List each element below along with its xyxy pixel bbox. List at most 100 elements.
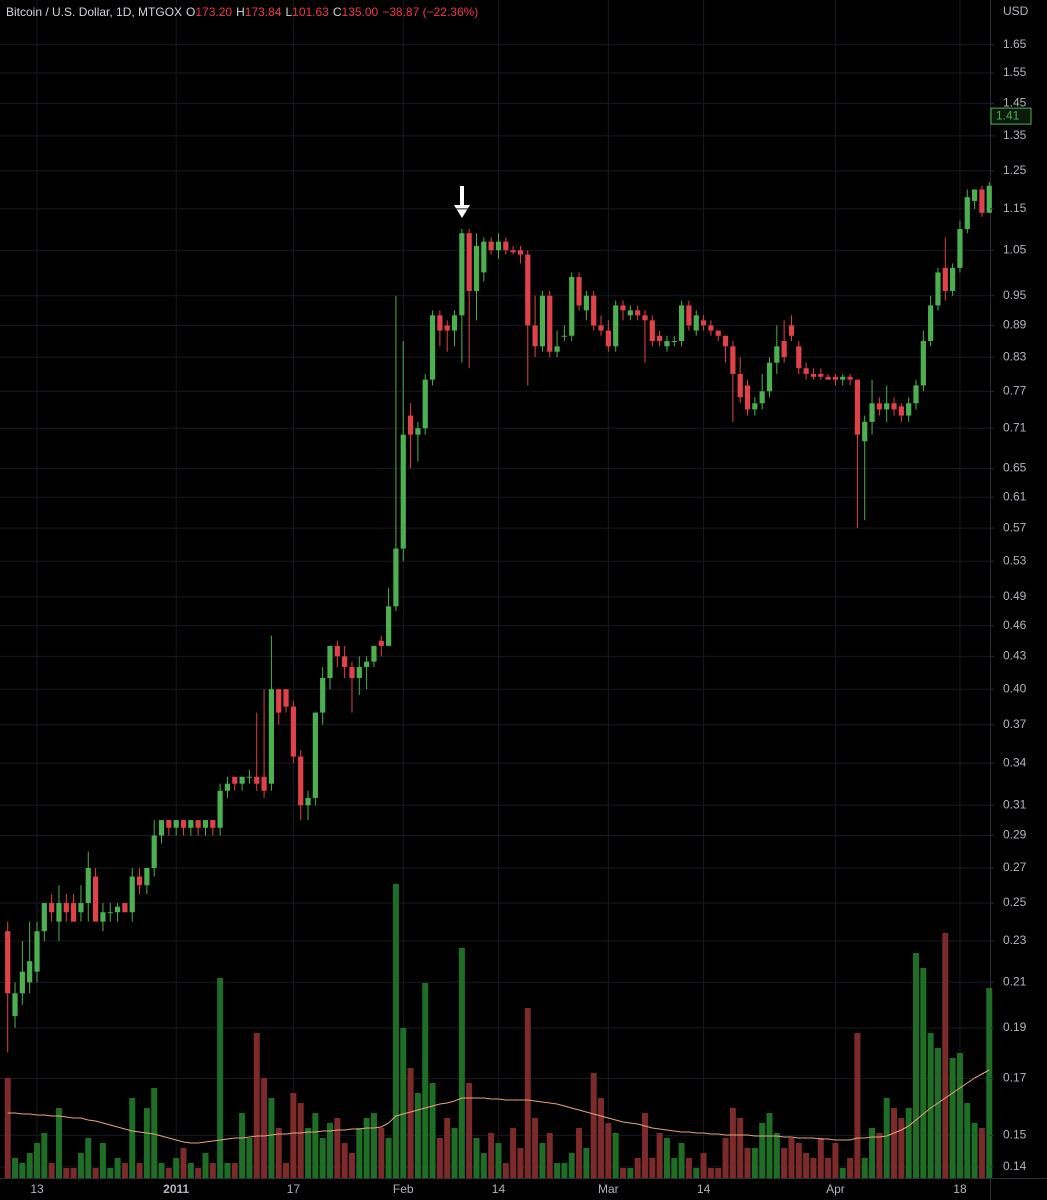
candle-body (239, 776, 245, 784)
volume-bar (378, 1128, 385, 1178)
y-tick-label: 0.65 (1003, 461, 1027, 475)
candle-body (422, 379, 428, 429)
candle-body (759, 391, 765, 404)
y-tick-label: 0.14 (1003, 1159, 1027, 1173)
candle-body (49, 903, 55, 913)
volume-bar (678, 1143, 685, 1178)
candle-body (56, 903, 62, 922)
candle-body (591, 295, 597, 326)
candle-body (832, 376, 839, 380)
candle-body (246, 776, 253, 778)
volume-bar (715, 1168, 722, 1178)
volume-bar (634, 1158, 641, 1178)
ohlc-label: H (236, 5, 245, 19)
candle-body (510, 250, 516, 253)
volume-bar (451, 1128, 458, 1178)
candle-body (158, 820, 165, 836)
volume-bar (546, 1133, 553, 1178)
last-price-label: 1.41 (996, 108, 1020, 122)
change-value: −38.87 (−22.36%) (382, 5, 479, 19)
candle-body (122, 903, 128, 913)
ohlc-label: O (186, 5, 196, 19)
volume-bar (913, 953, 919, 1178)
y-tick-label: 0.40 (1003, 681, 1027, 695)
candle-body (71, 903, 77, 922)
volume-bar (414, 1093, 421, 1178)
volume-bar (473, 1138, 480, 1178)
volume-bar (400, 1028, 407, 1178)
volume-bar (12, 1158, 19, 1178)
volume-bar (854, 1033, 861, 1178)
volume-bar (253, 1033, 260, 1178)
volume-bar (297, 1103, 304, 1178)
volume-bar (971, 1123, 978, 1178)
volume-bar (847, 1158, 854, 1178)
ohlc-value: 135.00 (341, 5, 379, 19)
candles (5, 181, 992, 1053)
volume-bar (568, 1153, 575, 1178)
legend-header: Bitcoin / U.S. Dollar, 1D, MTGOX O173.20 H… (6, 5, 478, 19)
candle-body (547, 295, 553, 352)
volume-bar (788, 1138, 795, 1178)
volume-bar (891, 1108, 898, 1178)
y-tick-label: 0.23 (1003, 933, 1027, 947)
candle-body (261, 776, 267, 791)
candle-body (891, 403, 897, 410)
volume-bar (217, 978, 224, 1178)
volume-bar (121, 1163, 128, 1178)
volume-bar (795, 1143, 802, 1178)
volume-bar (363, 1118, 370, 1178)
volume-bar (832, 1143, 839, 1178)
volume-bar (759, 1123, 766, 1178)
volume-bar (620, 1168, 626, 1178)
candle-body (539, 295, 546, 347)
volume-bar (781, 1148, 788, 1178)
candle-body (466, 233, 472, 291)
candle-body (488, 241, 494, 251)
candle-body (517, 250, 524, 255)
candle-body (913, 385, 919, 404)
volume-bar (19, 1163, 26, 1178)
candle-body (41, 903, 47, 932)
y-tick-label: 0.77 (1003, 383, 1027, 397)
candle-body (224, 783, 231, 791)
candle-body (312, 712, 318, 798)
volume-ma-line (7, 1069, 990, 1144)
volume-bar (737, 1118, 744, 1178)
volume-bar (495, 1143, 502, 1178)
candle-body (722, 335, 729, 347)
candle-body (503, 241, 509, 251)
ohlc-value: 101.63 (292, 5, 329, 19)
candle-body (459, 233, 465, 316)
candle-body (774, 346, 780, 363)
y-tick-label: 0.17 (1003, 1071, 1027, 1085)
y-tick-label: 0.34 (1003, 755, 1027, 769)
candle-body (803, 368, 809, 374)
candle-body (437, 315, 443, 331)
candle-body (854, 379, 860, 435)
candle-body (371, 645, 377, 662)
volume-bar (261, 1078, 268, 1178)
volume-bar (554, 1163, 561, 1178)
candle-body (473, 245, 480, 291)
candle-body (78, 903, 84, 913)
candle-body (407, 415, 414, 435)
candle-body (964, 197, 970, 230)
volume-bar (305, 1128, 312, 1178)
volume-bar (187, 1163, 194, 1178)
currency-label: USD (1003, 4, 1029, 18)
axes: 1.65 1.55 1.45 1.35 1.25 1.15 1.05 0.95 0.89 0.83… (30, 37, 1032, 1196)
candle-body (796, 346, 802, 369)
candle-body (679, 305, 685, 342)
candle-body (320, 678, 326, 713)
volume-bar (883, 1098, 890, 1178)
volume-bar (656, 1133, 663, 1178)
candle-body (532, 325, 538, 347)
y-tick-label: 1.45 (1003, 96, 1027, 110)
candle-body (136, 876, 143, 886)
candle-body (85, 868, 91, 904)
candle-body (276, 689, 282, 713)
volume-bar (488, 1133, 495, 1178)
volume-bar (934, 1048, 941, 1178)
